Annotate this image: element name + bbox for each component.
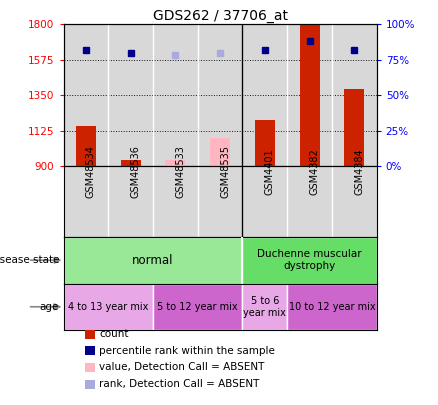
Bar — [210, 139, 230, 166]
Bar — [287, 284, 377, 330]
Bar — [153, 166, 198, 237]
Text: 4 to 13 year mix: 4 to 13 year mix — [68, 302, 148, 312]
Bar — [332, 24, 377, 166]
Bar — [165, 160, 185, 166]
Bar — [108, 24, 153, 166]
Bar — [198, 166, 243, 237]
Text: GSM48534: GSM48534 — [86, 145, 96, 198]
Bar — [332, 166, 377, 237]
Text: count: count — [99, 329, 129, 339]
Bar — [243, 166, 287, 237]
Bar — [243, 284, 287, 330]
Bar — [153, 24, 198, 166]
Text: rank, Detection Call = ABSENT: rank, Detection Call = ABSENT — [99, 379, 260, 389]
Text: GSM48533: GSM48533 — [175, 145, 185, 198]
Text: GSM4384: GSM4384 — [354, 148, 364, 195]
Bar — [198, 24, 243, 166]
Text: GSM4401: GSM4401 — [265, 148, 275, 195]
Text: 5 to 12 year mix: 5 to 12 year mix — [157, 302, 238, 312]
Bar — [64, 166, 108, 237]
Title: GDS262 / 37706_at: GDS262 / 37706_at — [152, 9, 288, 23]
Text: 5 to 6
year mix: 5 to 6 year mix — [244, 296, 286, 318]
Bar — [287, 166, 332, 237]
Bar — [64, 284, 153, 330]
Bar — [255, 119, 275, 166]
Bar — [64, 24, 108, 166]
Text: GSM4382: GSM4382 — [310, 148, 320, 195]
Text: GSM48536: GSM48536 — [131, 145, 141, 198]
Text: normal: normal — [132, 254, 174, 267]
Bar — [300, 24, 320, 166]
Text: disease state: disease state — [0, 255, 59, 265]
Text: 10 to 12 year mix: 10 to 12 year mix — [289, 302, 375, 312]
Bar — [344, 89, 364, 166]
Text: Duchenne muscular
dystrophy: Duchenne muscular dystrophy — [257, 249, 362, 271]
Bar — [287, 24, 332, 166]
Bar — [243, 237, 377, 284]
Text: age: age — [40, 302, 59, 312]
Text: GSM48535: GSM48535 — [220, 145, 230, 198]
Bar — [108, 166, 153, 237]
Bar — [153, 284, 243, 330]
Text: percentile rank within the sample: percentile rank within the sample — [99, 346, 276, 356]
Bar — [64, 237, 243, 284]
Text: value, Detection Call = ABSENT: value, Detection Call = ABSENT — [99, 362, 265, 373]
Bar — [120, 160, 141, 166]
Bar — [243, 24, 287, 166]
Bar — [76, 126, 96, 166]
